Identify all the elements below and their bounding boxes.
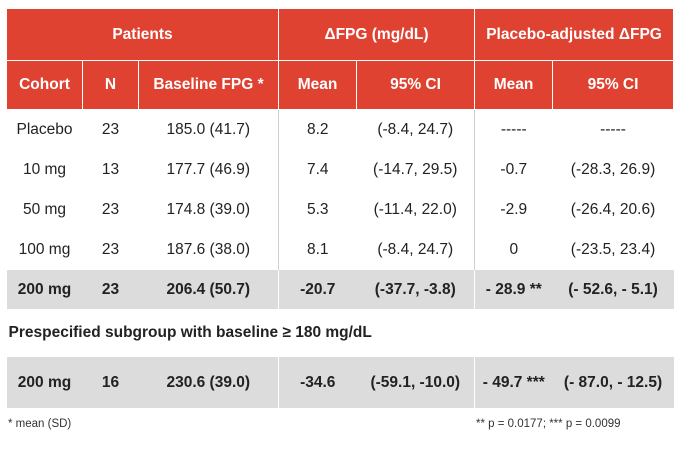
cell-cohort: 10 mg xyxy=(22,161,67,178)
cell-cohort: 200 mg xyxy=(6,357,83,408)
cell-mean: 5.3 xyxy=(306,201,329,218)
cell-ci: (-8.4, 24.7) xyxy=(356,230,476,270)
cell-adj-ci: (- 52.6, - 5.1) xyxy=(552,270,674,309)
cell-adj-ci: (-28.3, 26.9) xyxy=(570,161,656,178)
cell-cohort: 50 mg xyxy=(22,201,67,218)
cell-n: 13 xyxy=(101,161,120,178)
group-header-dfpg: ΔFPG (mg/dL) xyxy=(277,8,476,61)
cell-adj-mean: -2.9 xyxy=(500,201,528,218)
cell-baseline: 230.6 (39.0) xyxy=(138,357,279,408)
cell-adj-ci: ----- xyxy=(600,121,626,138)
subgroup-title: Prespecified subgroup with baseline ≥ 18… xyxy=(8,324,372,341)
cell-ci: (-8.4, 24.7) xyxy=(356,109,476,150)
cell-baseline: 174.8 (39.0) xyxy=(138,190,279,230)
cell-adj-mean: ----- xyxy=(500,121,527,138)
cell-adj-ci: (-26.4, 20.6) xyxy=(570,201,656,218)
cell-n: 23 xyxy=(82,270,139,309)
col-header-ci: 95% CI xyxy=(355,60,476,110)
cell-cohort: 100 mg xyxy=(18,241,71,258)
col-header-n: N xyxy=(82,60,139,110)
cell-baseline: 185.0 (41.7) xyxy=(138,109,279,150)
cell-baseline: 177.7 (46.9) xyxy=(138,150,279,190)
table-row: 10 mg 13 177.7 (46.9) 7.4 (-14.7, 29.5) … xyxy=(7,150,674,190)
cell-n: 23 xyxy=(101,121,120,138)
footnote-mean-sd: * mean (SD) xyxy=(8,418,72,430)
cell-adj-ci: (-23.5, 23.4) xyxy=(570,241,656,258)
cell-adj-mean: -0.7 xyxy=(500,161,528,178)
cell-cohort: 200 mg xyxy=(6,270,83,309)
cell-mean: -34.6 xyxy=(278,357,357,408)
table-row: 50 mg 23 174.8 (39.0) 5.3 (-11.4, 22.0) … xyxy=(7,190,674,230)
footnote-p-values: ** p = 0.0177; *** p = 0.0099 xyxy=(476,418,621,430)
subgroup-title-row: Prespecified subgroup with baseline ≥ 18… xyxy=(7,309,674,357)
cell-mean: 8.2 xyxy=(306,121,329,138)
subgroup-row: 200 mg 16 230.6 (39.0) -34.6 (-59.1, -10… xyxy=(6,357,674,408)
col-header-adj-ci: 95% CI xyxy=(552,60,675,110)
cell-adj-mean: - 49.7 *** xyxy=(474,357,553,408)
table-row: Placebo 23 185.0 (41.7) 8.2 (-8.4, 24.7)… xyxy=(7,109,674,150)
cell-n: 23 xyxy=(101,241,120,258)
cell-mean: 8.1 xyxy=(306,241,329,258)
group-header-row: Patients ΔFPG (mg/dL) Placebo-adjusted Δ… xyxy=(6,8,675,61)
group-header-patients: Patients xyxy=(6,8,279,61)
cell-baseline: 187.6 (38.0) xyxy=(138,230,279,270)
cell-mean: 7.4 xyxy=(306,161,329,178)
cell-n: 23 xyxy=(101,201,120,218)
group-header-placebo-adjusted: Placebo-adjusted ΔFPG xyxy=(474,8,675,61)
column-header-row: Cohort N Baseline FPG * Mean 95% CI Mean… xyxy=(6,60,675,110)
cell-ci: (-59.1, -10.0) xyxy=(356,357,476,408)
col-header-baseline: Baseline FPG * xyxy=(138,60,279,110)
fpg-results-table: Patients ΔFPG (mg/dL) Placebo-adjusted Δ… xyxy=(6,8,675,408)
cell-adj-mean: 0 xyxy=(509,241,519,258)
cell-ci: (-37.7, -3.8) xyxy=(356,270,476,309)
cell-baseline: 206.4 (50.7) xyxy=(138,270,279,309)
cell-ci: (-11.4, 22.0) xyxy=(356,190,476,230)
table-row-highlighted: 200 mg 23 206.4 (50.7) -20.7 (-37.7, -3.… xyxy=(6,270,674,309)
cell-adj-ci: (- 87.0, - 12.5) xyxy=(552,357,674,408)
col-header-cohort: Cohort xyxy=(6,60,83,110)
cell-adj-mean: - 28.9 ** xyxy=(474,270,553,309)
cell-cohort: Placebo xyxy=(16,121,73,138)
table-row: 100 mg 23 187.6 (38.0) 8.1 (-8.4, 24.7) … xyxy=(7,230,674,270)
col-header-mean: Mean xyxy=(278,60,357,110)
col-header-adj-mean: Mean xyxy=(474,60,554,110)
cell-mean: -20.7 xyxy=(278,270,357,309)
cell-ci: (-14.7, 29.5) xyxy=(356,150,476,190)
cell-n: 16 xyxy=(82,357,139,408)
